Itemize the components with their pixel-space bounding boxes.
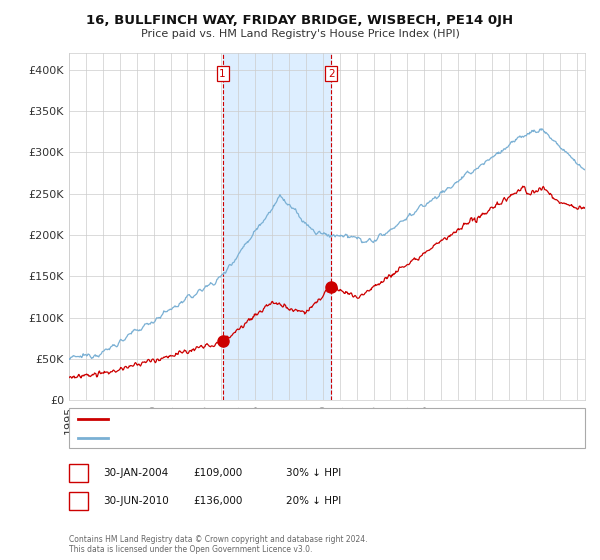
Text: 30-JAN-2004: 30-JAN-2004 xyxy=(103,468,169,478)
Text: Price paid vs. HM Land Registry's House Price Index (HPI): Price paid vs. HM Land Registry's House … xyxy=(140,29,460,39)
Text: 16, BULLFINCH WAY, FRIDAY BRIDGE, WISBECH, PE14 0JH: 16, BULLFINCH WAY, FRIDAY BRIDGE, WISBEC… xyxy=(86,14,514,27)
Text: HPI: Average price, detached house, Fenland: HPI: Average price, detached house, Fenl… xyxy=(115,433,318,442)
Text: £136,000: £136,000 xyxy=(193,496,242,506)
Text: 2: 2 xyxy=(328,69,335,79)
Text: 1: 1 xyxy=(220,69,226,79)
Text: 20% ↓ HPI: 20% ↓ HPI xyxy=(286,496,341,506)
Text: 30-JUN-2010: 30-JUN-2010 xyxy=(103,496,169,506)
Text: £109,000: £109,000 xyxy=(193,468,242,478)
Text: 1: 1 xyxy=(75,468,82,478)
Text: Contains HM Land Registry data © Crown copyright and database right 2024.
This d: Contains HM Land Registry data © Crown c… xyxy=(69,535,367,554)
Text: 30% ↓ HPI: 30% ↓ HPI xyxy=(286,468,341,478)
Text: 16, BULLFINCH WAY, FRIDAY BRIDGE, WISBECH, PE14 0JH (detached house): 16, BULLFINCH WAY, FRIDAY BRIDGE, WISBEC… xyxy=(115,414,455,423)
Bar xyxy=(223,53,331,400)
Text: 2: 2 xyxy=(75,496,82,506)
